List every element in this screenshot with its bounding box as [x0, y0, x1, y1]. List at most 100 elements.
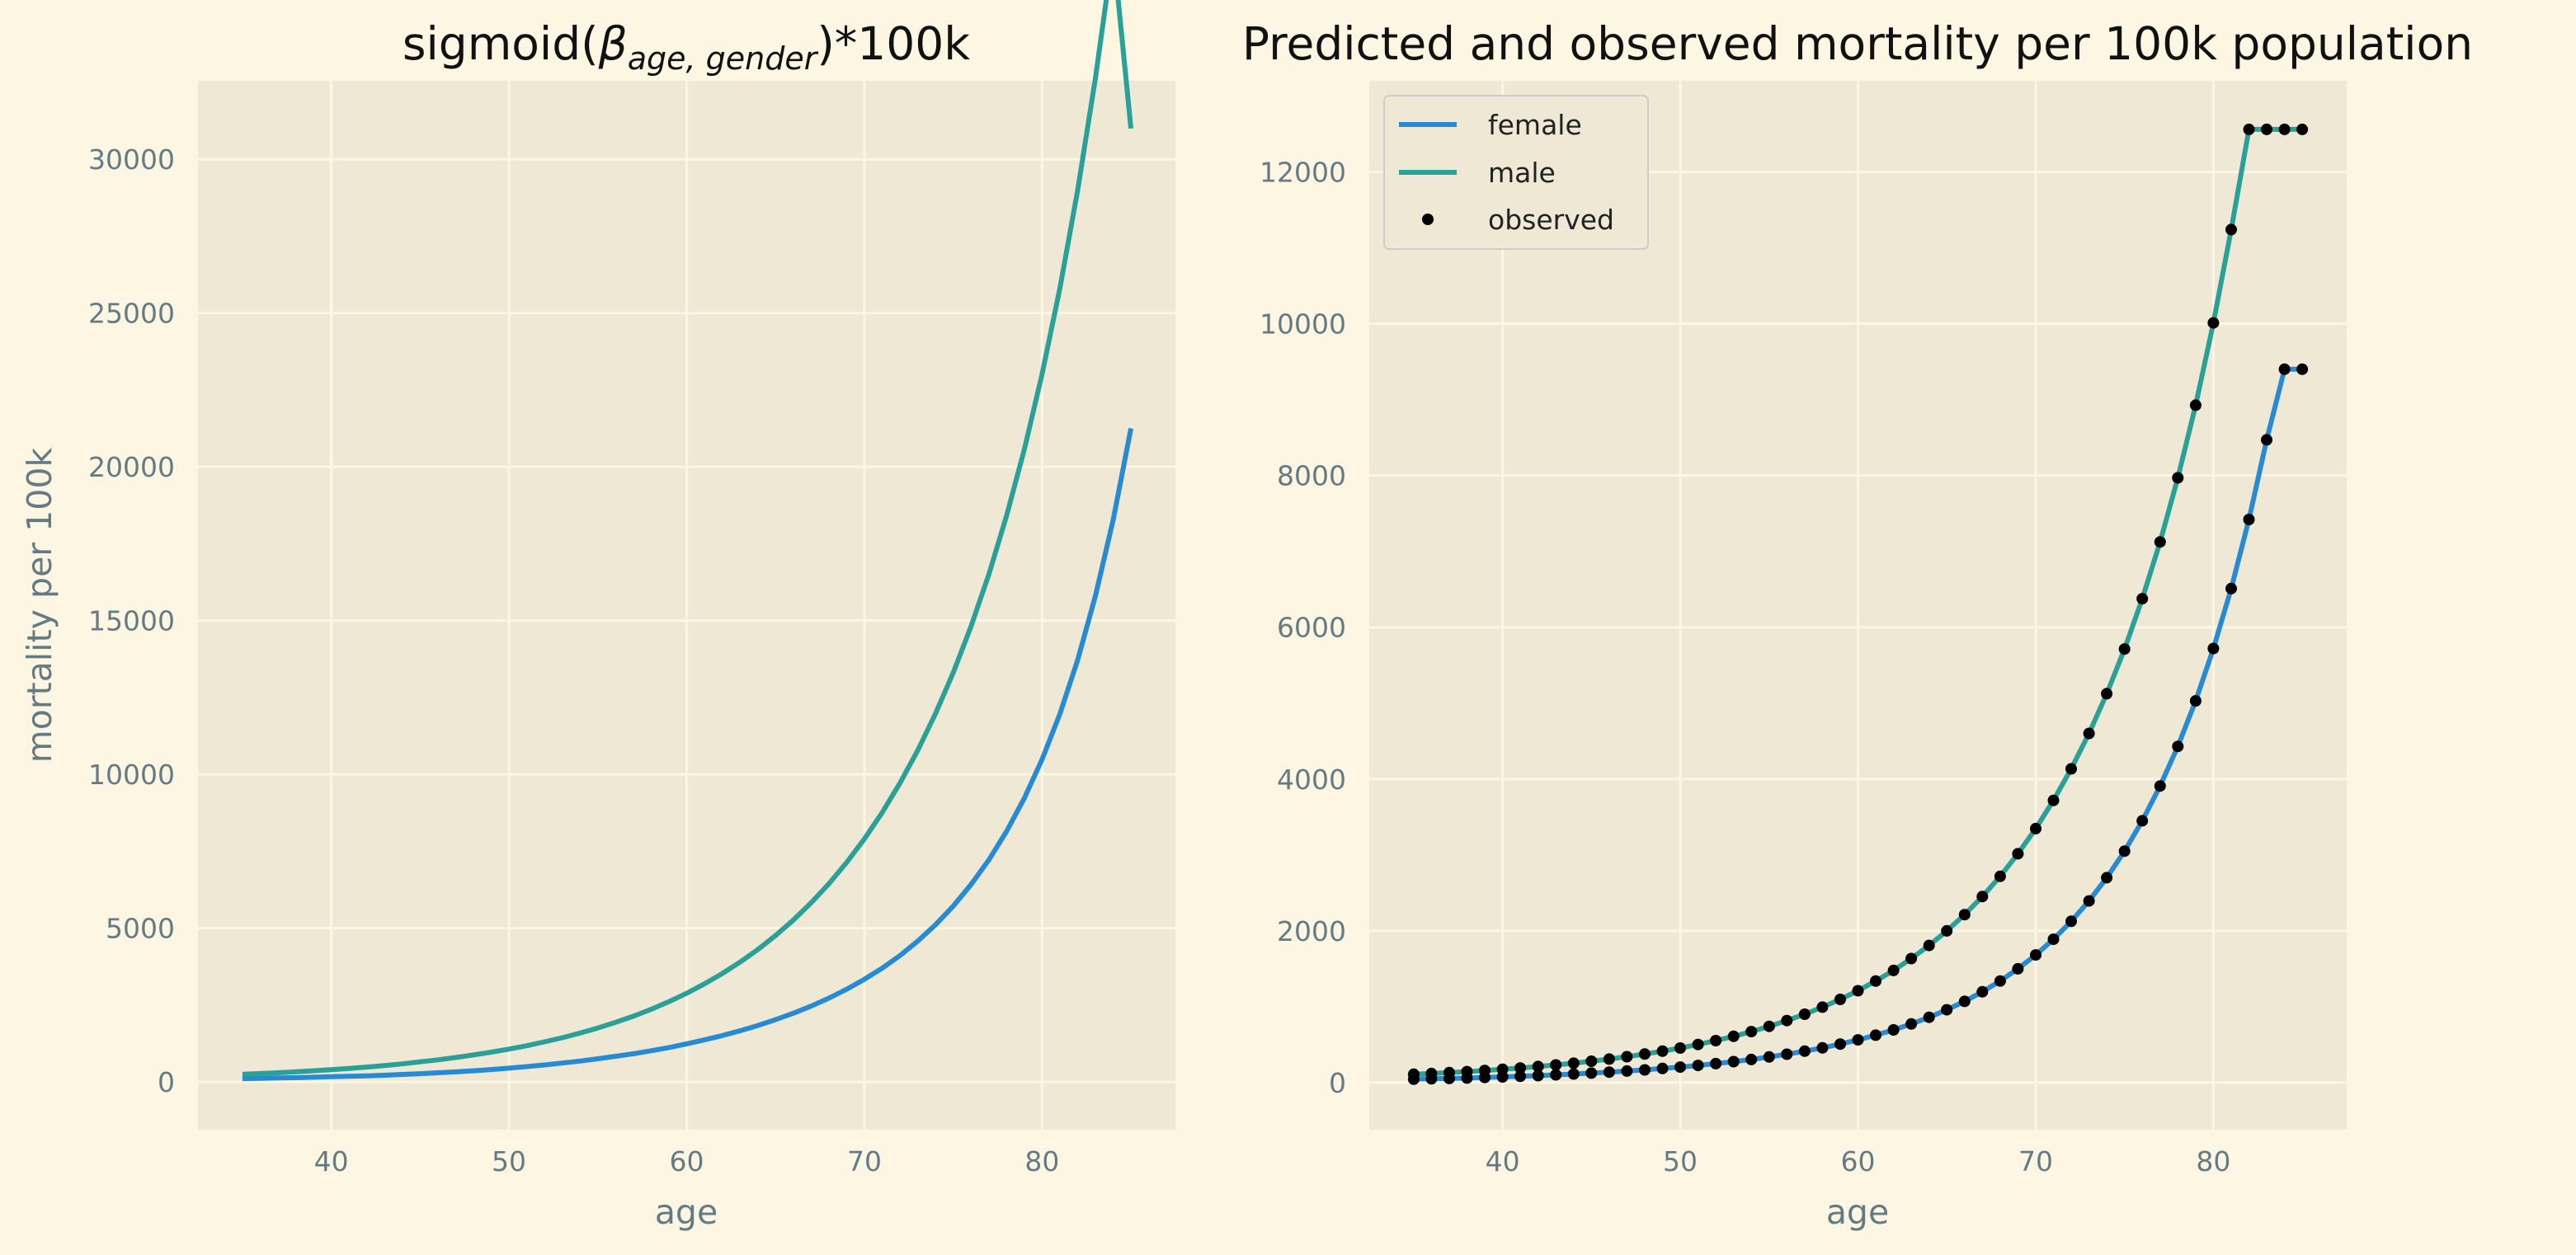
observed-point: [1745, 1026, 1758, 1038]
observed-point: [1674, 1042, 1686, 1054]
right-y-tick-label: 6000: [1277, 612, 1346, 644]
left-chart-panel: 40 50 60 70 80 0 5000 10000 15000 20000 25000 3000…: [20, 0, 1175, 1232]
observed-point: [1798, 1045, 1811, 1057]
observed-point: [1976, 891, 1989, 903]
observed-point: [2172, 740, 2184, 753]
observed-point: [1710, 1035, 1722, 1046]
observed-point: [1852, 985, 1864, 997]
left-y-tick-labels: 0 5000 10000 15000 20000 25000 30000: [88, 143, 175, 1098]
observed-point: [1887, 1024, 1900, 1036]
right-y-tick-label: 12000: [1260, 156, 1346, 188]
observed-point: [1958, 909, 1971, 921]
observed-point: [1941, 924, 1953, 937]
observed-point: [1923, 1011, 1935, 1023]
left-y-tick-label: 5000: [106, 913, 175, 945]
right-observed-points: [1407, 123, 2309, 1085]
observed-point: [2047, 794, 2060, 806]
observed-point: [2065, 763, 2077, 775]
observed-point: [1745, 1053, 1758, 1065]
observed-point: [1870, 975, 1881, 987]
observed-point: [1479, 1065, 1491, 1077]
observed-point: [2225, 223, 2237, 236]
observed-point: [1763, 1020, 1775, 1032]
left-y-tick-label: 30000: [88, 143, 175, 176]
observed-point: [1692, 1060, 1704, 1072]
observed-point: [1994, 975, 2006, 987]
observed-point: [1994, 870, 2006, 882]
observed-point: [2083, 895, 2095, 907]
observed-point: [2278, 123, 2291, 135]
observed-point: [2296, 123, 2309, 135]
observed-point: [1727, 1030, 1740, 1042]
observed-point: [1923, 939, 1935, 952]
right-x-tick-label: 70: [2018, 1145, 2053, 1177]
left-y-tick-label: 20000: [88, 451, 175, 483]
observed-point: [1798, 1008, 1811, 1020]
observed-point: [2012, 848, 2024, 860]
left-x-tick-label: 70: [847, 1145, 882, 1177]
left-x-axis-label: age: [655, 1192, 718, 1232]
observed-point: [2118, 643, 2131, 656]
right-y-tick-label: 10000: [1260, 308, 1346, 341]
observed-point: [1816, 1041, 1829, 1054]
observed-point: [1621, 1051, 1633, 1063]
right-x-axis-label: age: [1826, 1192, 1889, 1232]
observed-point: [1567, 1068, 1580, 1080]
observed-point: [1887, 964, 1900, 976]
observed-point: [1461, 1065, 1473, 1078]
observed-point: [1781, 1014, 1793, 1027]
observed-point: [1443, 1066, 1455, 1079]
observed-point: [1674, 1061, 1686, 1074]
right-legend: female male observed: [1383, 95, 1649, 250]
observed-point: [1514, 1070, 1527, 1083]
observed-point: [1781, 1048, 1793, 1060]
observed-point: [2154, 536, 2166, 548]
left-x-tick-label: 50: [492, 1145, 526, 1177]
observed-point: [1550, 1059, 1562, 1071]
observed-point: [1407, 1068, 1420, 1080]
legend-observed-label: observed: [1488, 204, 1614, 236]
observed-point: [1763, 1051, 1775, 1063]
left-x-tick-label: 40: [314, 1145, 349, 1177]
observed-point: [1976, 985, 1989, 998]
left-x-tick-labels: 40 50 60 70 80: [314, 1145, 1060, 1177]
observed-point: [1639, 1064, 1651, 1076]
left-x-tick-label: 60: [670, 1145, 704, 1177]
observed-point: [1710, 1057, 1722, 1069]
left-series-lines: [242, 0, 1134, 1082]
right-y-tick-labels: 0 2000 4000 6000 8000 10000 12000: [1260, 156, 1346, 1098]
observed-point: [2047, 933, 2060, 946]
observed-point: [1425, 1067, 1438, 1079]
observed-point: [2083, 727, 2095, 740]
observed-point: [1656, 1062, 1669, 1074]
right-chart-panel: 40 50 60 70 80 0 2000 4000 6000 8000 10000 12000 P…: [1242, 17, 2473, 1232]
right-y-tick-label: 4000: [1277, 764, 1346, 796]
observed-point: [2243, 514, 2255, 525]
left-y-tick-label: 10000: [88, 759, 175, 791]
observed-point: [1905, 952, 1918, 965]
observed-point: [1870, 1029, 1881, 1041]
observed-point: [2136, 593, 2149, 605]
observed-point: [2012, 962, 2024, 975]
observed-point: [1532, 1060, 1544, 1073]
observed-point: [1941, 1004, 1953, 1016]
observed-point: [1958, 995, 1971, 1008]
observed-point: [1727, 1055, 1740, 1068]
observed-point: [2189, 399, 2202, 411]
observed-point: [2296, 363, 2309, 375]
legend-male-label: male: [1488, 157, 1556, 189]
left-male-line: [242, 0, 1134, 1077]
left-y-tick-label: 25000: [88, 298, 175, 330]
observed-point: [2261, 123, 2272, 135]
observed-point: [1621, 1065, 1633, 1077]
observed-point: [1639, 1048, 1651, 1060]
observed-point: [2207, 642, 2220, 655]
observed-point: [1514, 1062, 1527, 1074]
observed-point: [1550, 1069, 1562, 1081]
observed-point: [1603, 1066, 1615, 1079]
right-y-tick-label: 8000: [1277, 460, 1346, 492]
left-gridlines: [198, 81, 1175, 1130]
observed-point: [2154, 780, 2166, 792]
left-female-line: [242, 427, 1134, 1082]
